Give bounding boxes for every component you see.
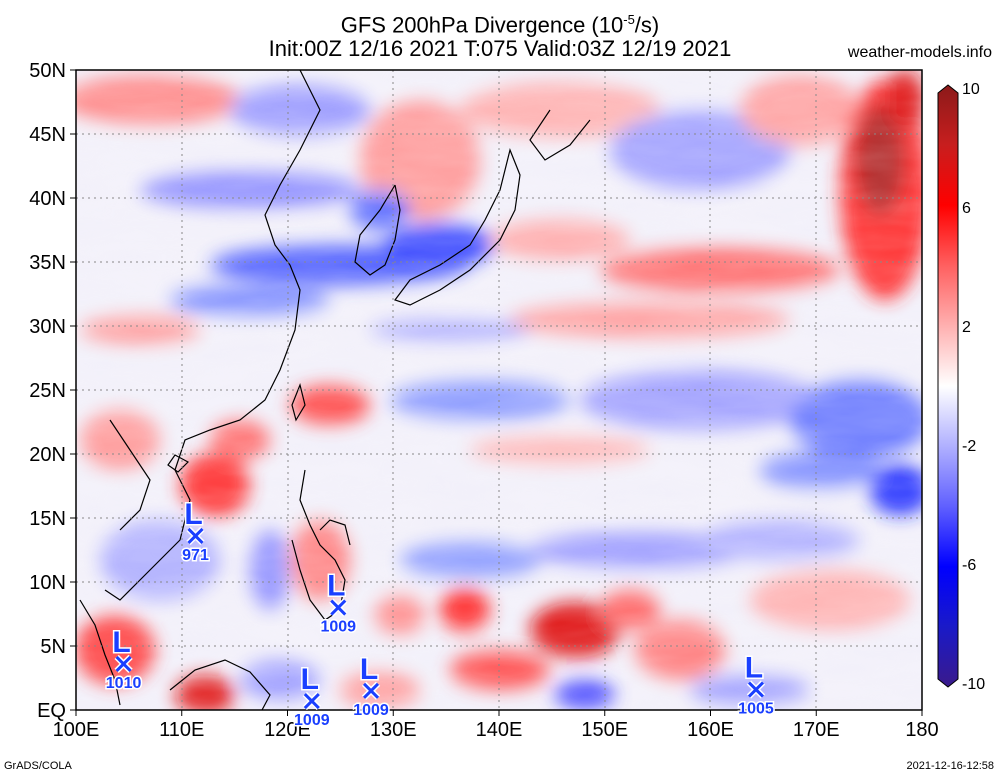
low-pressure-value: 1009 [353, 702, 389, 719]
graticule [76, 70, 922, 710]
colorbar-labels: 10 6 2 -2 -6 -10 [962, 81, 985, 693]
lon-label: 120E [264, 719, 311, 741]
coastlines [79, 70, 591, 710]
lat-label: 5N [40, 636, 66, 658]
colorbar-scale [937, 84, 959, 688]
chart-subtitle: Init:00Z 12/16 2021 T:075 Valid:03Z 12/1… [268, 36, 732, 61]
lon-label: 130E [370, 719, 417, 741]
lat-label: 40N [29, 188, 66, 210]
lat-label: 20N [29, 444, 66, 466]
brand-label: weather-models.info [847, 44, 992, 61]
low-pressure-value: 1005 [738, 701, 774, 718]
lon-label: 110E [159, 719, 204, 741]
low-pressure-value: 1010 [106, 675, 142, 692]
low-letter: L [301, 663, 319, 696]
lat-label: 45N [29, 124, 66, 146]
colorbar-label: 2 [962, 319, 971, 336]
low-letter: L [360, 653, 378, 686]
latitude-labels: EQ 5N 10N 15N 20N 25N 30N 35N 40N 45N 50N [29, 60, 76, 722]
lat-label: 15N [29, 508, 66, 530]
title-exponent: -5 [623, 12, 635, 27]
lon-label: 150E [581, 719, 628, 741]
colorbar-label: 6 [962, 200, 971, 217]
title-unit: /s) [634, 12, 660, 38]
lat-label: 50N [29, 60, 66, 82]
low-cross [747, 681, 765, 698]
low-cross [362, 682, 380, 699]
lat-label: 30N [29, 316, 66, 338]
colorbar: 10 6 2 -2 -6 -10 [937, 81, 985, 693]
low-marker: L 971 [181, 496, 211, 565]
colorbar-label: -6 [962, 557, 976, 574]
low-marker: L 1005 [737, 650, 776, 719]
lon-label: 170E [793, 719, 840, 741]
lat-label: 35N [29, 252, 66, 274]
lat-label: EQ [37, 700, 66, 722]
low-cross [187, 527, 204, 544]
colorbar-label: 10 [962, 81, 980, 98]
lat-label: 25N [29, 380, 66, 402]
divergence-field [76, 70, 922, 710]
lon-label: 140E [476, 719, 523, 741]
low-marker: L 1010 [104, 624, 143, 693]
low-pressure-value: 1009 [320, 619, 356, 636]
footer-timestamp: 2021-12-16-12:58 [906, 760, 994, 772]
lon-label: 180 [905, 719, 938, 741]
lon-label: 100E [53, 719, 100, 741]
colorbar-label: -10 [962, 676, 985, 693]
colorbar-label: -2 [962, 438, 976, 455]
lon-label: 160E [687, 719, 734, 741]
low-letter: L [327, 570, 345, 603]
lat-label: 10N [29, 572, 66, 594]
low-cross [115, 655, 132, 672]
low-letter: L [112, 626, 130, 659]
low-letter: L [745, 652, 763, 685]
chart-title: GFS 200hPa Divergence (10-5/s) [0, 7, 1000, 38]
low-cross [330, 599, 347, 616]
low-marker: L 1009 [293, 662, 332, 731]
footer-credit: GrADS/COLA [4, 760, 72, 772]
low-marker: L 1009 [352, 651, 391, 720]
low-letter: L [184, 498, 202, 531]
title-text: GFS 200hPa Divergence (10 [340, 12, 624, 38]
low-pressure-value: 1009 [294, 712, 330, 729]
low-cross [303, 692, 320, 710]
longitude-labels: 100E 110E 120E 130E 140E 150E 160E 170E 180 [53, 710, 939, 741]
low-marker: L 1009 [319, 568, 358, 637]
low-pressure-value: 971 [182, 547, 209, 564]
